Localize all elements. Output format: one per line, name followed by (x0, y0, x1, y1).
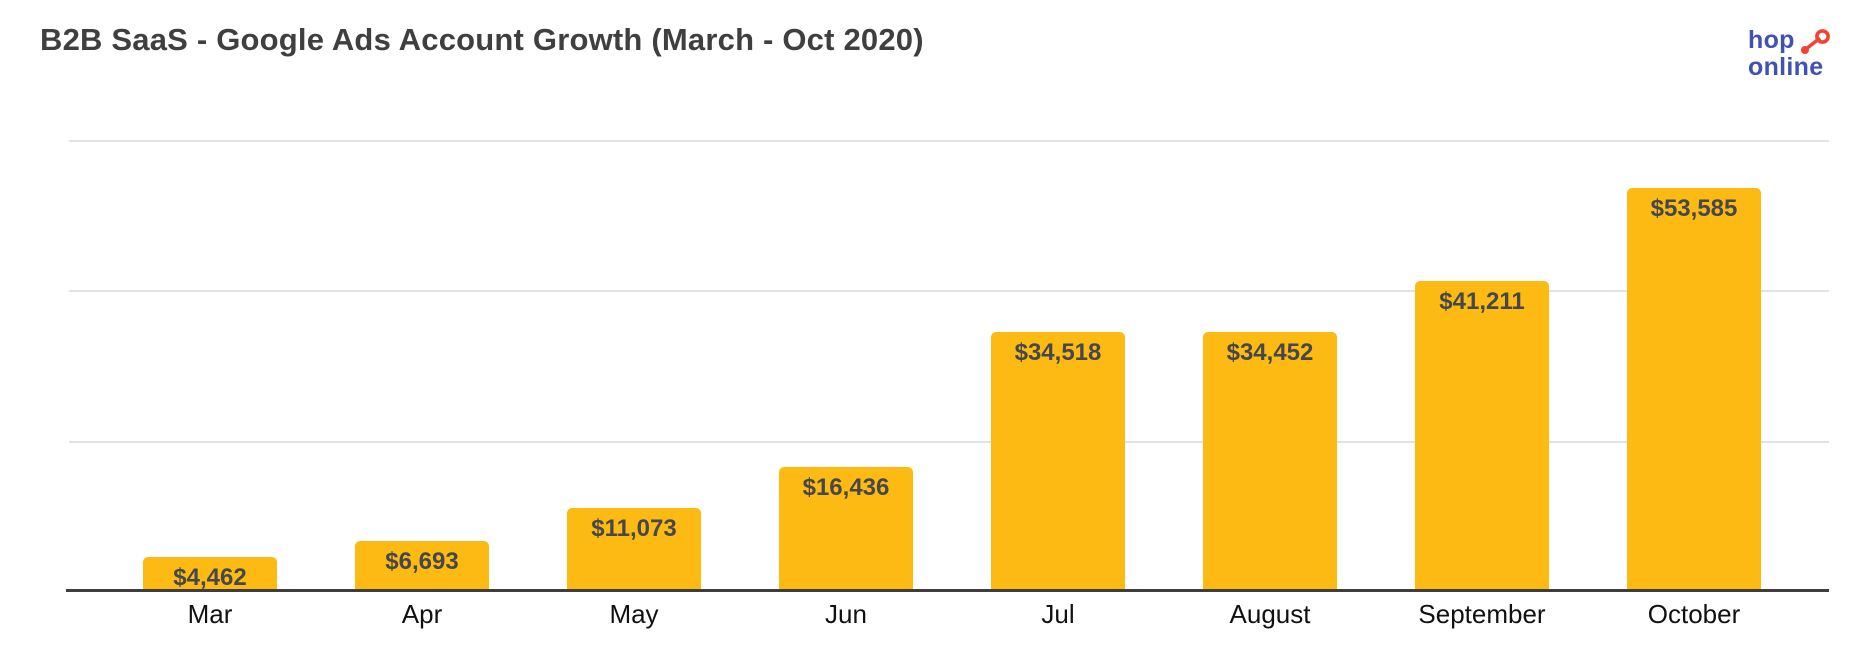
bar: $6,693 (355, 541, 489, 591)
x-axis-label: May (609, 599, 659, 629)
x-axis-label: August (1229, 599, 1311, 629)
x-axis-label: Mar (187, 599, 233, 629)
logo-word-online: online (1748, 53, 1824, 81)
x-axis-label: Apr (401, 599, 443, 629)
bar: $4,462 (143, 557, 277, 591)
logo-word-hop: hop (1748, 26, 1795, 54)
bar-value-label: $53,585 (1650, 195, 1738, 222)
bar-value-label: $41,211 (1439, 288, 1525, 315)
hop-online-logo: hop online (1748, 28, 1858, 80)
bar-value-label: $4,462 (173, 564, 247, 591)
bar: $11,073 (567, 508, 701, 591)
bar: $34,518 (991, 332, 1125, 591)
chart-title: B2B SaaS - Google Ads Account Growth (Ma… (40, 22, 924, 57)
bar-value-label: $34,452 (1226, 339, 1314, 366)
gridline (69, 441, 1829, 443)
x-axis-label: Jun (825, 599, 867, 629)
bar: $16,436 (779, 467, 913, 591)
gridline (69, 290, 1829, 292)
bar-value-label: $34,518 (1014, 339, 1102, 366)
bar-value-label: $11,073 (591, 515, 677, 542)
x-axis-label: October (1647, 599, 1741, 629)
x-axis-label: Jul (1041, 599, 1075, 629)
hop-dot-and-ring-icon (1798, 29, 1832, 61)
gridline (69, 140, 1829, 142)
bar-value-label: $16,436 (802, 474, 890, 501)
x-axis-line (66, 589, 1829, 592)
bar: $53,585 (1627, 188, 1761, 591)
bar-value-label: $6,693 (385, 548, 459, 575)
bar: $34,452 (1203, 332, 1337, 591)
x-axis-label: September (1418, 599, 1546, 629)
bar: $41,211 (1415, 281, 1549, 591)
